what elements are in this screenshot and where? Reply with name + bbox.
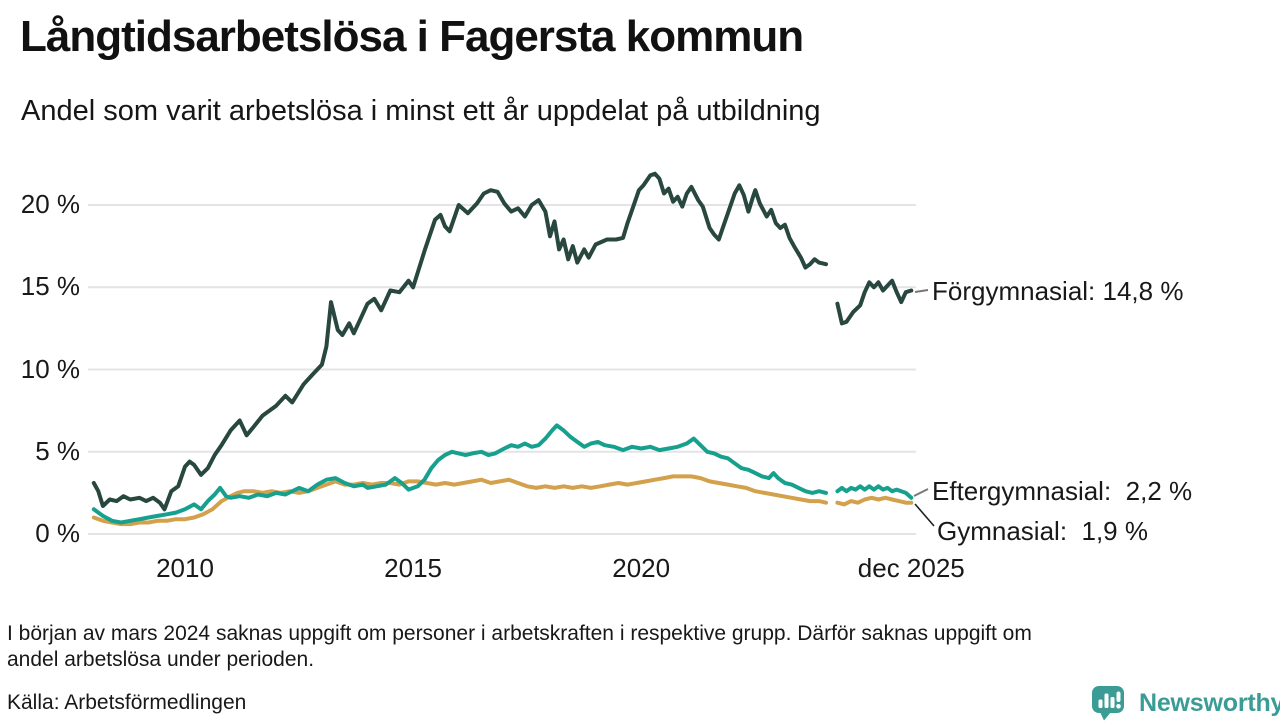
x-tick-label: 2010 (156, 553, 214, 583)
y-tick-label: 10 % (20, 353, 80, 384)
source-credit: Källa: Arbetsförmedlingen (7, 691, 247, 714)
footnote-line-1: I början av mars 2024 saknas uppgift om … (7, 622, 1032, 645)
x-tick-label: dec 2025 (857, 553, 965, 583)
newsworthy-logo-text: Newsworthy (1139, 689, 1280, 717)
chart-subtitle: Andel som varit arbetslösa i minst ett å… (21, 95, 821, 127)
page-title: Långtidsarbetslösa i Fagersta kommun (20, 12, 804, 61)
x-tick-label: 2015 (384, 553, 443, 583)
leader-eftergymnasial (913, 488, 929, 497)
series-line-forgymnasial (91, 171, 828, 512)
series-label-gymnasial: Gymnasial: 1,9 % (937, 516, 1148, 546)
series-label-eftergymnasial: Eftergymnasial: 2,2 % (932, 476, 1193, 506)
series-line-eftergymnasial (91, 423, 828, 525)
series-line-eftergymnasial (835, 484, 914, 500)
newsworthy-logo-icon (1092, 686, 1124, 721)
footnote-line-2: andel arbetslösa under perioden. (7, 648, 315, 671)
leader-forgymnasial (914, 289, 929, 293)
x-tick-label: 2020 (612, 553, 671, 583)
y-tick-label: 5 % (35, 435, 80, 466)
leader-gymnasial (914, 503, 935, 527)
y-tick-label: 0 % (35, 518, 80, 548)
series-line-gymnasial (835, 495, 914, 507)
series-line-forgymnasial (835, 278, 914, 326)
y-tick-label: 15 % (20, 271, 80, 302)
y-tick-label: 20 % (20, 189, 80, 219)
series-line-gymnasial (91, 474, 828, 527)
chart-footnote: I början av mars 2024 saknas uppgift om … (7, 621, 1257, 673)
series-label-forgymnasial: Förgymnasial: 14,8 % (932, 276, 1184, 306)
